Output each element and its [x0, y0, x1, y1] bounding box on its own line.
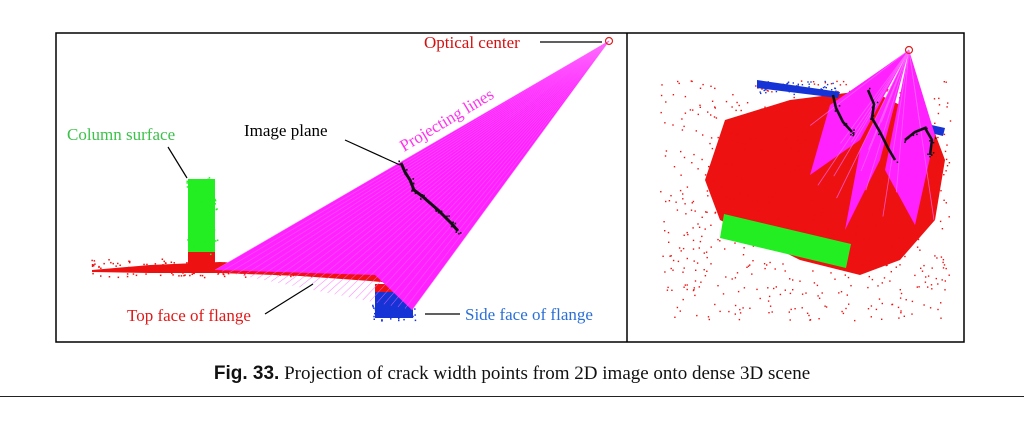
left-panel: Optical center Column surface Image plan… — [67, 33, 614, 325]
right-optical-center-marker — [904, 45, 914, 55]
column-surface-cloud — [186, 177, 219, 270]
right-crack-points — [831, 87, 937, 163]
optical-center-marker — [604, 36, 614, 46]
column-surface-label: Column surface — [67, 125, 175, 144]
figure-frame — [55, 32, 965, 343]
projecting-lines — [214, 40, 610, 311]
top-face-leader — [264, 283, 314, 315]
figure-number: Fig. 33. — [213, 363, 280, 384]
caption-rule — [0, 396, 1024, 397]
image-plane-label: Image plane — [244, 121, 328, 140]
figure-caption-text: Projection of crack width points from 2D… — [284, 363, 811, 384]
optical-center-label: Optical center — [424, 33, 520, 52]
side-face-label: Side face of flange — [465, 305, 593, 324]
figure-caption: Fig. 33. Projection of crack width point… — [0, 363, 1024, 385]
right-panel — [660, 45, 952, 322]
top-face-label: Top face of flange — [127, 306, 251, 325]
column-surface-leader — [167, 146, 188, 179]
image-plane-leader — [344, 139, 401, 166]
image-plane-crack-points — [398, 160, 462, 235]
right-green-column-cloud — [720, 214, 851, 268]
